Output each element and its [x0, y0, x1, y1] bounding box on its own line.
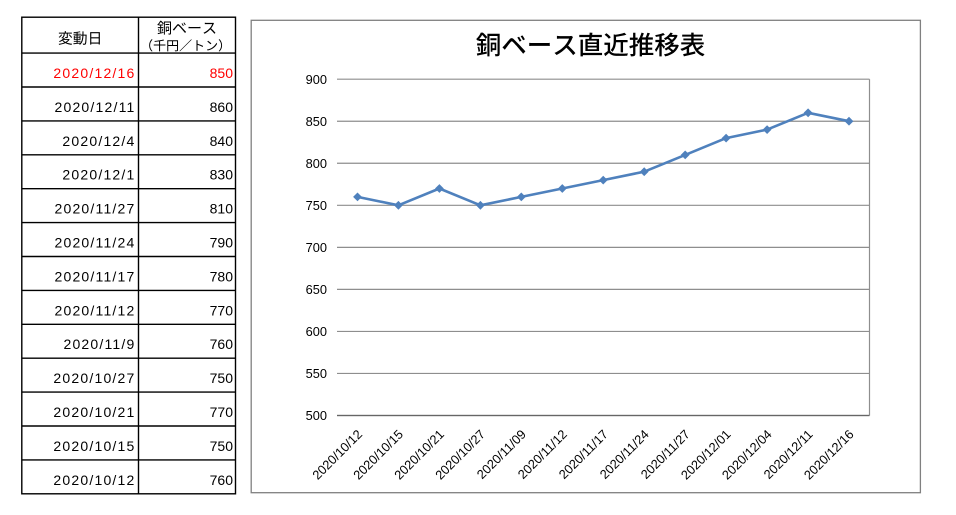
svg-text:840: 840	[210, 133, 234, 149]
svg-text:900: 900	[306, 72, 327, 87]
svg-text:2020/12/16: 2020/12/16	[53, 65, 135, 81]
svg-text:2020/12/11: 2020/12/11	[54, 99, 135, 115]
svg-text:550: 550	[306, 366, 327, 381]
svg-text:700: 700	[306, 240, 327, 255]
svg-text:780: 780	[210, 268, 234, 284]
svg-text:2020/10/12: 2020/10/12	[53, 472, 135, 488]
svg-text:2020/11/17: 2020/11/17	[54, 268, 135, 284]
svg-text:800: 800	[306, 156, 327, 171]
svg-text:2020/12/4: 2020/12/4	[62, 133, 135, 149]
svg-text:2020/10/15: 2020/10/15	[53, 438, 135, 454]
svg-text:810: 810	[210, 201, 234, 217]
svg-text:650: 650	[306, 282, 327, 297]
svg-text:2020/11/12: 2020/11/12	[54, 302, 135, 318]
svg-text:860: 860	[210, 99, 234, 115]
svg-text:500: 500	[306, 408, 327, 423]
svg-text:750: 750	[210, 438, 234, 454]
svg-text:750: 750	[306, 198, 327, 213]
svg-text:2020/12/1: 2020/12/1	[62, 167, 135, 183]
svg-text:2020/10/21: 2020/10/21	[53, 404, 135, 420]
svg-text:2020/11/9: 2020/11/9	[63, 336, 135, 352]
svg-text:600: 600	[306, 324, 327, 339]
svg-text:2020/11/27: 2020/11/27	[54, 201, 135, 217]
svg-text:850: 850	[306, 114, 327, 129]
svg-text:790: 790	[210, 235, 234, 251]
svg-text:750: 750	[210, 370, 234, 386]
svg-text:2020/11/24: 2020/11/24	[54, 235, 135, 251]
svg-text:760: 760	[210, 472, 234, 488]
svg-text:770: 770	[210, 302, 234, 318]
svg-text:770: 770	[210, 404, 234, 420]
svg-text:2020/10/27: 2020/10/27	[53, 370, 135, 386]
svg-text:850: 850	[210, 65, 234, 81]
svg-text:830: 830	[210, 167, 234, 183]
svg-text:760: 760	[210, 336, 234, 352]
